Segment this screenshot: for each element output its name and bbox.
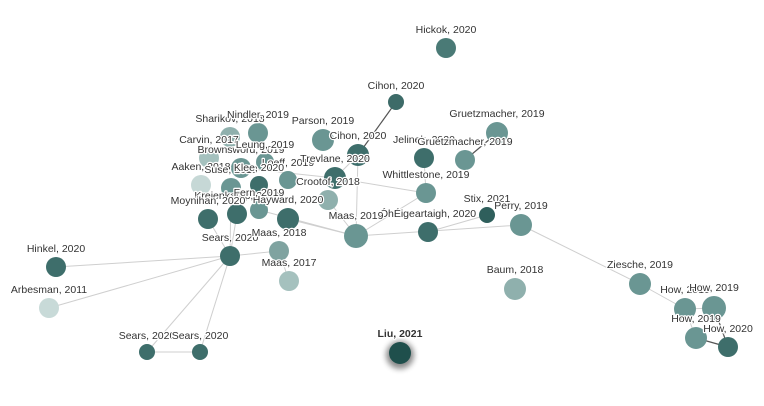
node-label: Maas, 2017 (262, 257, 317, 269)
node[interactable] (347, 144, 369, 166)
node[interactable] (220, 246, 240, 266)
edge (55, 255, 231, 268)
node-label: Ziesche, 2019 (607, 259, 673, 271)
node-label: Sharikov, 2018 (195, 113, 264, 125)
node-label: ÓhÉigeartaigh, 2020 (380, 207, 476, 220)
node-label: Loeff, 2019 (262, 157, 315, 169)
node[interactable] (685, 327, 707, 349)
node-label: Cihon, 2020 (368, 80, 425, 92)
node-label: Kreienkamp, 2020 (194, 190, 279, 202)
edge (48, 255, 231, 309)
node-label: Fern, 2019 (234, 187, 285, 199)
edge (427, 214, 488, 233)
node[interactable] (269, 241, 289, 261)
node[interactable] (504, 278, 526, 300)
node-label: Brownsword, 2019 (198, 144, 285, 156)
node[interactable] (344, 224, 368, 248)
node[interactable] (455, 150, 475, 170)
node[interactable] (479, 207, 495, 223)
node-label: Gruetzmacher, 2019 (417, 136, 512, 148)
edge (229, 187, 232, 257)
node-label: Maas, 2018 (252, 227, 307, 239)
node-label: How, 2019 (689, 282, 739, 294)
node-label: Whittlestone, 2019 (383, 169, 470, 181)
node[interactable] (250, 176, 268, 194)
edge (146, 255, 231, 353)
node[interactable] (256, 153, 274, 171)
node[interactable] (277, 208, 299, 230)
node[interactable] (191, 175, 211, 195)
node-label: Sears, 2020 (119, 330, 176, 342)
node[interactable] (702, 296, 726, 320)
node-label: Sears, 2020 (172, 330, 229, 342)
node[interactable] (139, 344, 155, 360)
node-label: Baum, 2018 (487, 264, 544, 276)
node[interactable] (388, 94, 404, 110)
node-label: Klee, 2020 (234, 162, 284, 174)
node[interactable] (510, 214, 532, 236)
node-label: Cihon, 2020 (330, 130, 387, 142)
node-label: Moynihan, 2020 (171, 195, 246, 207)
edge (199, 255, 231, 353)
node[interactable] (324, 167, 346, 189)
node[interactable] (279, 171, 297, 189)
node-label: Aaken, 2018 (172, 161, 231, 173)
node-label: Stix, 2021 (464, 193, 511, 205)
node[interactable] (718, 337, 738, 357)
node[interactable] (418, 222, 438, 242)
node[interactable] (674, 298, 696, 320)
node[interactable] (192, 344, 208, 360)
node[interactable] (46, 257, 66, 277)
node-label: Trevlane, 2020 (300, 153, 370, 165)
node-label: Carvin, 2017 (179, 134, 239, 146)
node[interactable] (199, 148, 219, 168)
edge (520, 224, 641, 285)
node-label: Hickok, 2020 (416, 24, 477, 36)
node-label: How, 2020 (703, 323, 753, 335)
node-label: Nindler, 2019 (227, 109, 289, 121)
node[interactable] (248, 123, 268, 143)
node-label: Perry, 2019 (494, 200, 548, 212)
node-label: Liu, 2021 (378, 328, 423, 340)
node[interactable] (221, 178, 241, 198)
edge (355, 154, 359, 237)
node[interactable] (629, 273, 651, 295)
node[interactable] (279, 271, 299, 291)
node-label: How, 2019 (660, 284, 710, 296)
node[interactable] (486, 122, 508, 144)
node-label: Parson, 2019 (292, 115, 355, 127)
node-label: Leung, 2019 (236, 139, 295, 151)
edge (258, 209, 357, 237)
node[interactable] (220, 127, 240, 147)
node-label: How, 2019 (671, 313, 721, 325)
node[interactable] (318, 190, 338, 210)
node-label: Hinkel, 2020 (27, 243, 86, 255)
node[interactable] (312, 129, 334, 151)
node[interactable] (436, 38, 456, 58)
node-label: Sears, 2020 (202, 232, 259, 244)
node[interactable] (250, 201, 268, 219)
edge (334, 177, 427, 194)
node[interactable] (231, 158, 251, 178)
node-label: Jelinek, 2020 (393, 134, 455, 146)
node[interactable] (389, 342, 411, 364)
edge (355, 192, 427, 237)
node[interactable] (198, 209, 218, 229)
node-label: Crootof, 2018 (296, 176, 360, 188)
node-label: Suse, 2019 (204, 164, 257, 176)
node-label: Maas, 2019 (329, 210, 384, 222)
node[interactable] (39, 298, 59, 318)
node[interactable] (416, 183, 436, 203)
node[interactable] (227, 204, 247, 224)
node-label: Gruetzmacher, 2019 (449, 108, 544, 120)
node-label: Hayward, 2020 (253, 194, 324, 206)
edge (355, 224, 522, 237)
node-label: Arbesman, 2011 (11, 284, 87, 296)
node[interactable] (414, 148, 434, 168)
